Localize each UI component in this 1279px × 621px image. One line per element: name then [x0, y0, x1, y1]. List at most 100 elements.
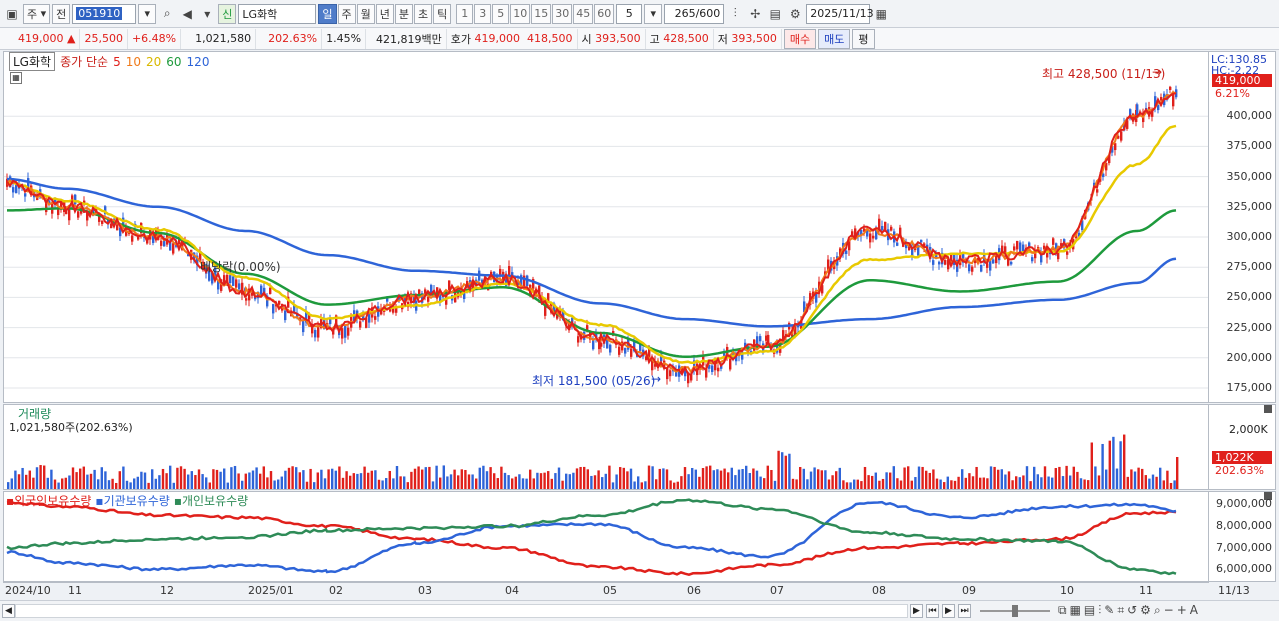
candle-body: [386, 297, 389, 302]
legend-ma60: 60: [166, 54, 182, 69]
measure-icon[interactable]: ⌗: [1117, 603, 1125, 617]
candle-body: [1007, 256, 1010, 266]
candle-body: [684, 369, 687, 377]
price-pane[interactable]: ▦ 배당락(0.00%) 최고 428,500 (11/13) → 최저 181…: [3, 51, 1209, 403]
first-page-icon[interactable]: ⏮: [926, 604, 939, 618]
scroll-left-icon[interactable]: ◀: [2, 604, 15, 618]
interval-input[interactable]: 5: [616, 3, 643, 24]
legend-stock-name[interactable]: LG화학: [9, 52, 56, 71]
draw-icon[interactable]: ✎: [1104, 603, 1115, 617]
holdings-chart: [6, 498, 1177, 577]
zoom-in-icon[interactable]: +: [1176, 603, 1187, 617]
tab-year[interactable]: 년: [375, 3, 394, 24]
avg-button[interactable]: 평: [852, 28, 875, 49]
copy-icon[interactable]: ⧉: [1058, 603, 1067, 617]
zoom-search-icon[interactable]: ⌕: [1153, 603, 1161, 617]
sell-button[interactable]: 매도: [818, 28, 851, 49]
tab-day[interactable]: 일: [318, 3, 337, 24]
volume-bar: [716, 469, 719, 489]
x-axis: 2024/10 11 12 2025/01 02 03 04 05 06 07 …: [3, 582, 1250, 599]
interval-dropdown-button[interactable]: ▾: [644, 3, 663, 24]
candle-body: [329, 318, 332, 325]
last-page-icon[interactable]: ⏭: [958, 604, 971, 618]
tab-minute[interactable]: 분: [394, 3, 414, 24]
pane-menu-icon[interactable]: [1264, 405, 1272, 413]
chevron-down-icon[interactable]: ▾: [204, 6, 211, 21]
candle-body: [857, 231, 860, 238]
candle-type-icon[interactable]: ⫶: [1098, 603, 1102, 617]
tab-second[interactable]: 초: [414, 3, 433, 24]
volume-bar: [835, 471, 838, 489]
zoom-slider-handle[interactable]: [1012, 605, 1018, 617]
volume-pane[interactable]: 거래량 1,021,580주(202.63%): [3, 404, 1209, 490]
holdings-pane[interactable]: ▪외국인보유수량 ▪기관보유수량 ▪개인보유수량: [3, 491, 1209, 582]
scroll-right-icon[interactable]: ▶: [910, 604, 923, 618]
volume-bar: [129, 482, 132, 489]
tool-icons: ⧉ ▦ ▤ ⫶ ✎ ⌗ ↺ ⚙ ⌕ − + A: [1058, 603, 1198, 618]
candle-body: [172, 243, 175, 254]
table-toggle-icon[interactable]: ▦: [10, 72, 22, 84]
candle-body: [341, 328, 344, 339]
save-icon[interactable]: ▤: [769, 6, 781, 21]
volume-bar: [381, 480, 384, 489]
holdings-tick-label: 7,000,000: [1216, 540, 1272, 554]
horizontal-scrollbar[interactable]: [15, 604, 908, 618]
volume-bar: [593, 475, 597, 489]
candle-body: [923, 243, 926, 248]
volume-bar: [323, 478, 327, 489]
code-input[interactable]: 051910: [72, 3, 137, 24]
interval-60[interactable]: 60: [594, 3, 615, 24]
settings-icon[interactable]: ⚙: [1140, 603, 1151, 617]
code-dropdown-button[interactable]: ▾: [138, 3, 157, 24]
interval-10[interactable]: 10: [510, 3, 531, 24]
volume-bar: [745, 465, 748, 489]
tab-month[interactable]: 월: [356, 3, 375, 24]
pane-menu-icon-2[interactable]: [1264, 492, 1272, 500]
volume-bar: [1040, 477, 1043, 489]
zoom-out-icon[interactable]: −: [1163, 603, 1174, 617]
table-icon[interactable]: ▤: [1083, 603, 1096, 617]
interval-15[interactable]: 15: [531, 3, 552, 24]
grid-icon[interactable]: ▦: [1069, 603, 1081, 617]
volume-bar: [565, 473, 568, 489]
play-icon[interactable]: ▶: [942, 604, 955, 618]
volume-bar: [496, 478, 499, 489]
crosshair-icon[interactable]: ✢: [750, 6, 761, 21]
volume-bar: [82, 466, 85, 489]
candle-body: [603, 334, 606, 344]
candle-icon[interactable]: ⫶: [733, 6, 737, 20]
interval-1[interactable]: 1: [456, 3, 474, 24]
tab-tick[interactable]: 틱: [433, 3, 452, 24]
stock-name-field[interactable]: LG화학: [238, 3, 317, 24]
buy-button[interactable]: 매수: [783, 28, 817, 49]
candle-body: [592, 339, 595, 350]
volume-bar: [403, 476, 406, 489]
count-field[interactable]: 265/600: [664, 3, 725, 24]
interval-30[interactable]: 30: [552, 3, 573, 24]
volume-bar: [46, 477, 49, 489]
search-icon[interactable]: ⌕: [163, 6, 171, 20]
mode-button[interactable]: 전: [52, 3, 71, 24]
speaker-icon[interactable]: ◀: [182, 6, 192, 21]
volume-bar: [953, 480, 957, 489]
tab-week[interactable]: 주: [337, 3, 356, 24]
gear-icon[interactable]: ⚙: [789, 6, 801, 21]
font-size-icon[interactable]: A: [1189, 603, 1199, 617]
candle-body: [890, 226, 893, 231]
candle-body: [131, 235, 134, 242]
calendar-icon[interactable]: ▦: [875, 6, 887, 21]
volume-bar: [1058, 466, 1061, 489]
volume-bar: [1173, 480, 1176, 489]
layout-icon[interactable]: ▣: [6, 6, 18, 21]
market-select[interactable]: 주 ▾: [23, 3, 51, 24]
interval-3[interactable]: 3: [474, 3, 492, 24]
date-field[interactable]: 2025/11/13: [806, 3, 874, 24]
candle-body: [83, 200, 86, 204]
reset-icon[interactable]: ↺: [1127, 603, 1138, 617]
candle-body: [717, 367, 720, 372]
volume-bar: [748, 473, 751, 489]
interval-5[interactable]: 5: [492, 3, 510, 24]
candle-body: [669, 370, 672, 377]
volume-bar: [284, 470, 287, 489]
interval-45[interactable]: 45: [573, 3, 594, 24]
